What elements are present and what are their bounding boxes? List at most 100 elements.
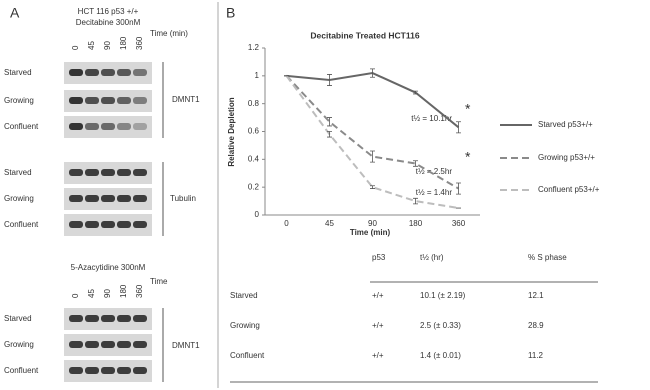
band <box>69 97 83 104</box>
legend-label: Growing p53+/+ <box>538 153 595 162</box>
band <box>133 367 147 374</box>
band <box>69 195 83 202</box>
table-cell: 10.1 (± 2.19) <box>420 291 466 300</box>
lane-label: 0 <box>71 45 80 50</box>
row-label: Confluent <box>4 220 39 229</box>
blot-header: Decitabine 300nM <box>76 18 141 27</box>
protein-label: DMNT1 <box>172 95 200 104</box>
band <box>101 69 115 76</box>
annotation: t½ = 10.1hr <box>411 114 452 123</box>
row-label: Growing <box>4 96 34 105</box>
x-tick-label: 0 <box>284 219 289 228</box>
error-bar <box>327 131 332 138</box>
error-bar <box>370 150 375 163</box>
error-bar <box>413 197 418 205</box>
protein-label: DMNT1 <box>172 341 200 350</box>
error-bar <box>370 185 375 189</box>
chart-title: Decitabine Treated HCT116 <box>310 30 419 40</box>
row-label: Starved <box>4 314 32 323</box>
band <box>101 97 115 104</box>
table-header: t½ (hr) <box>420 253 444 262</box>
row-label: Growing <box>4 340 34 349</box>
table-cell: +/+ <box>372 291 384 300</box>
band <box>69 123 83 130</box>
y-tick-label: 0.2 <box>248 182 260 191</box>
table-cell: 12.1 <box>528 291 544 300</box>
band <box>117 97 131 104</box>
lane-label: 90 <box>103 289 112 298</box>
row-label: Growing <box>4 194 34 203</box>
lane-label: 90 <box>103 41 112 50</box>
band <box>85 69 99 76</box>
band <box>101 221 115 228</box>
panel-label: A <box>10 5 20 21</box>
table-cell: Starved <box>230 291 258 300</box>
annotation: t½ = 2.5hr <box>416 167 453 176</box>
series-line <box>285 75 459 210</box>
row-label: Starved <box>4 68 32 77</box>
error-bar <box>327 74 332 86</box>
y-tick-label: 0.4 <box>248 154 260 163</box>
band <box>117 221 131 228</box>
band <box>133 169 147 176</box>
table-cell: 2.5 (± 0.33) <box>420 321 461 330</box>
x-axis-label: Time (min) <box>350 228 391 237</box>
band <box>117 69 131 76</box>
row-label: Starved <box>4 168 32 177</box>
lane-label: 180 <box>119 284 128 298</box>
band <box>69 367 83 374</box>
error-bar <box>370 68 375 78</box>
band <box>117 169 131 176</box>
panel-label: B <box>226 5 235 21</box>
error-bar <box>456 182 461 195</box>
blot-header: HCT 116 p53 +/+ <box>78 7 139 16</box>
y-tick-label: 1 <box>255 71 260 80</box>
band <box>85 123 99 130</box>
band <box>133 97 147 104</box>
band <box>133 221 147 228</box>
lane-label: 360 <box>135 36 144 50</box>
band <box>117 123 131 130</box>
lane-label: 45 <box>87 289 96 298</box>
band <box>69 69 83 76</box>
lane-label: 45 <box>87 41 96 50</box>
band <box>85 195 99 202</box>
table-cell: 1.4 (± 0.01) <box>420 351 461 360</box>
y-tick-label: 0.8 <box>248 99 260 108</box>
band <box>133 341 147 348</box>
band <box>117 341 131 348</box>
table-cell: Growing <box>230 321 260 330</box>
band <box>133 123 147 130</box>
band <box>85 97 99 104</box>
x-tick-label: 360 <box>452 219 466 228</box>
row-label: Confluent <box>4 366 39 375</box>
error-bar <box>413 160 418 167</box>
error-bar <box>413 90 418 95</box>
time-label: Time <box>150 277 168 286</box>
row-label: Confluent <box>4 122 39 131</box>
band <box>85 367 99 374</box>
table-cell: 11.2 <box>528 351 544 360</box>
band <box>101 367 115 374</box>
annotation: * <box>465 101 471 117</box>
band <box>133 195 147 202</box>
band <box>85 315 99 322</box>
band <box>85 341 99 348</box>
lane-label: 360 <box>135 284 144 298</box>
error-bar <box>327 117 332 127</box>
table-cell: 28.9 <box>528 321 544 330</box>
lane-label: 180 <box>119 36 128 50</box>
band <box>101 195 115 202</box>
legend-label: Confluent p53+/+ <box>538 185 600 194</box>
protein-label: Tubulin <box>170 194 196 203</box>
y-tick-label: 0.6 <box>248 127 260 136</box>
band <box>101 169 115 176</box>
band <box>69 221 83 228</box>
y-tick-label: 0 <box>255 210 260 219</box>
series-line <box>285 75 460 190</box>
band <box>69 341 83 348</box>
band <box>117 195 131 202</box>
table-header: p53 <box>372 253 386 262</box>
